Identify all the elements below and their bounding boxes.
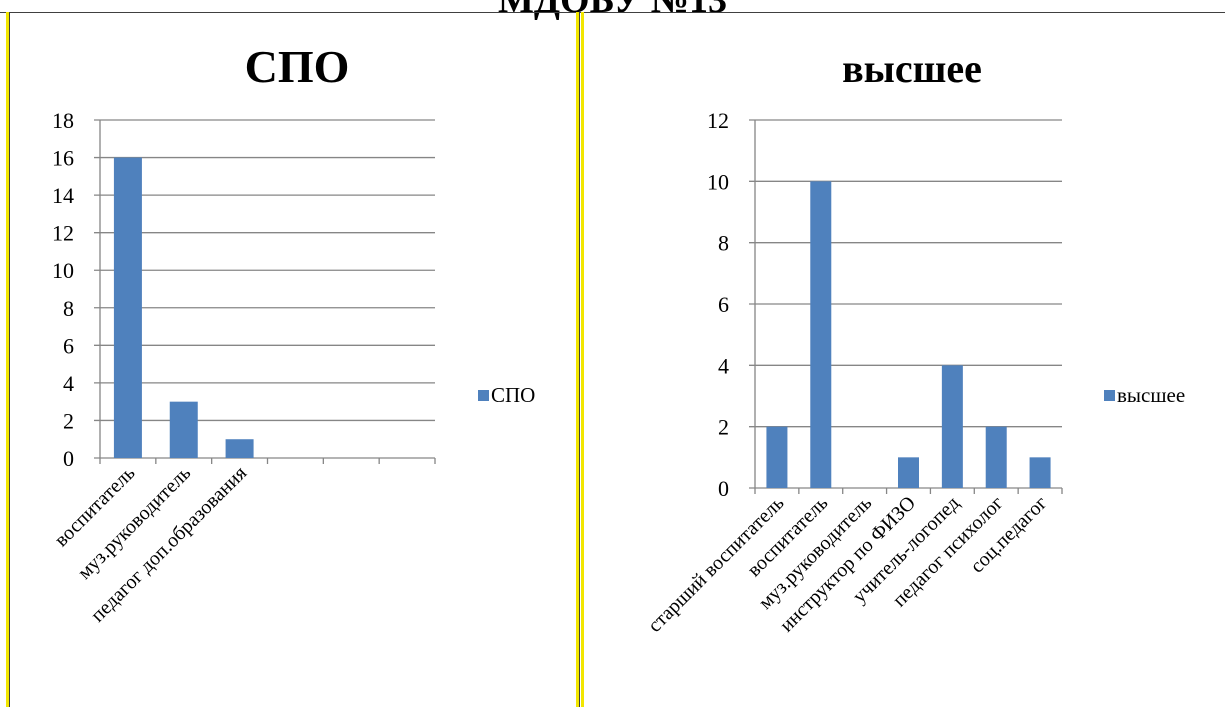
chart1-title: СПО bbox=[245, 41, 350, 92]
frame-left-yellow bbox=[6, 12, 9, 707]
page-title: МДОБУ №13 bbox=[498, 0, 727, 21]
frame-mid-dark bbox=[579, 12, 580, 707]
chart2-title: высшее bbox=[842, 46, 982, 91]
chart2-bar bbox=[766, 426, 788, 488]
chart1-y-tick-label: 10 bbox=[52, 258, 74, 283]
chart2-bar bbox=[898, 457, 919, 488]
chart1-y-tick-label: 6 bbox=[63, 333, 74, 358]
chart1-y-tick-label: 0 bbox=[63, 446, 74, 471]
chart2-y-tick-label: 10 bbox=[707, 169, 729, 194]
chart2-y-tick-label: 4 bbox=[718, 353, 729, 378]
chart2-y-tick-label: 12 bbox=[707, 108, 729, 133]
frame-left-dark bbox=[9, 12, 10, 707]
frame-top-line bbox=[0, 12, 1225, 13]
chart2-bar bbox=[985, 426, 1007, 488]
chart1-y-tick-label: 18 bbox=[52, 108, 74, 133]
chart1-legend-swatch bbox=[478, 390, 489, 401]
chart2-legend-swatch bbox=[1104, 390, 1115, 401]
chart1-y-tick-label: 14 bbox=[52, 183, 74, 208]
chart2-legend-label: высшее bbox=[1117, 383, 1185, 407]
chart1-y-tick-label: 2 bbox=[63, 408, 74, 433]
chart2-y-tick-label: 6 bbox=[718, 292, 729, 317]
chart1-y-tick-label: 16 bbox=[52, 146, 74, 171]
frame-mid-yellow-2 bbox=[581, 12, 584, 707]
chart1-bar bbox=[225, 439, 254, 458]
chart1-y-tick-label: 8 bbox=[63, 296, 74, 321]
chart2-y-tick-label: 0 bbox=[718, 476, 729, 501]
chart2-bar bbox=[810, 181, 832, 489]
chart2-y-tick-label: 2 bbox=[718, 415, 729, 440]
frame-mid-yellow bbox=[576, 12, 579, 707]
chart1-bar bbox=[113, 157, 142, 459]
chart1-legend-label: СПО bbox=[491, 383, 535, 407]
chart1-y-tick-label: 4 bbox=[63, 371, 74, 396]
chart2-bar bbox=[1029, 457, 1051, 488]
chart1-y-tick-label: 12 bbox=[52, 221, 74, 246]
chart1-bar bbox=[169, 401, 198, 458]
chart2-y-tick-label: 8 bbox=[718, 231, 729, 256]
chart2-bar bbox=[941, 365, 963, 488]
